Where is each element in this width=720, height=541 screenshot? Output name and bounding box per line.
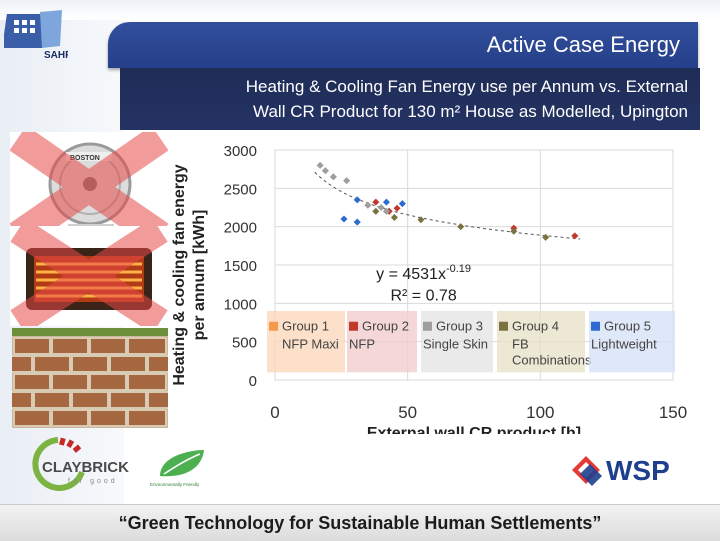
y-tick-label: 0 [249, 373, 257, 390]
subtitle-line-2: Wall CR Product for 130 m² House as Mode… [253, 102, 688, 121]
sahf-logo: SAHF [4, 10, 68, 60]
top-decor-band [0, 0, 720, 20]
legend-swatch-5 [591, 321, 600, 331]
legend-group-label: Group 4 [512, 319, 559, 334]
footer-band: “Green Technology for Sustainable Human … [0, 504, 720, 541]
legend-desc-label: Single Skin [423, 337, 488, 352]
legend-swatch-2 [349, 321, 358, 331]
claybrick-wordmark: CLAYBRICK [42, 459, 129, 476]
data-point [340, 215, 348, 223]
wsp-wordmark: WSP [606, 455, 670, 486]
data-point [510, 227, 518, 235]
fan-brand-label: BOSTON [70, 155, 100, 162]
energy-scatter-chart: 0 500 1000 1500 2000 2500 3000 0 50 100 150 Group 1… [171, 143, 687, 434]
page-title: Active Case Energy [486, 32, 680, 57]
legend-box-2 [347, 311, 417, 373]
legend-swatch-4 [499, 321, 508, 331]
header-bar: Active Case Energy [108, 22, 698, 68]
legend-group-label: Group 5 [604, 319, 651, 334]
data-point [377, 203, 385, 212]
sahf-logo-text: SAHF [44, 50, 68, 60]
data-point [457, 223, 465, 231]
footer-tagline: “Green Technology for Sustainable Human … [118, 513, 602, 533]
chart-subtitle: Heating & Cooling Fan Energy use per Ann… [246, 74, 688, 124]
data-point [382, 207, 390, 215]
y-axis-label-line-2: per annum [kWh] [191, 210, 208, 341]
legend-box-5 [589, 311, 675, 373]
legend-desc-label: NFP Maxi [282, 337, 339, 352]
legend-swatch-1 [269, 321, 278, 331]
fan-photo-crossed: BOSTON [10, 132, 168, 242]
subtitle-line-1: Heating & Cooling Fan Energy use per Ann… [245, 77, 688, 96]
data-point [417, 216, 425, 224]
data-point [390, 213, 398, 222]
legend-desc-label: NFP [349, 337, 375, 352]
data-point [382, 198, 390, 206]
data-point [571, 232, 579, 240]
data-point [372, 198, 380, 206]
wsp-logo: WSP [572, 455, 670, 486]
x-tick-label: 0 [270, 403, 279, 422]
data-point [321, 167, 329, 175]
legend-group-label: Group 3 [436, 319, 483, 334]
legend-group-label: Group 2 [362, 319, 409, 334]
legend-box-3 [421, 311, 493, 373]
trendline-r2: R² = 0.78 [390, 287, 456, 304]
legend-desc-label: FB [512, 337, 529, 352]
subtitle-bar: Heating & Cooling Fan Energy use per Ann… [120, 68, 700, 130]
brick-wall-photo [12, 328, 168, 428]
x-axis-label: External wall CR product [h] [367, 425, 581, 434]
trendline-equation: y = 4531x-0.19 [376, 263, 471, 283]
y-tick-label: 1000 [224, 296, 257, 313]
y-axis-label-line-1: Heating & cooling fan energy [171, 164, 188, 385]
claybrick-logo: CLAYBRICK for good [32, 437, 129, 491]
y-tick-label: 2500 [224, 181, 257, 198]
data-point [364, 201, 372, 209]
legend-group-label: Group 1 [282, 319, 329, 334]
y-tick-label: 2000 [224, 220, 257, 237]
data-point [353, 218, 361, 226]
eco-leaf-logo: Environmentally Friendly [150, 450, 204, 487]
x-tick-label: 100 [526, 403, 554, 422]
claybrick-tagline: for good [68, 478, 118, 485]
y-tick-label: 500 [232, 335, 257, 352]
x-tick-label: 150 [659, 403, 687, 422]
heater-photo-crossed [10, 226, 168, 326]
y-tick-label: 3000 [224, 143, 257, 160]
legend-desc-label: Lightweight [591, 337, 657, 352]
legend-box-4 [497, 311, 585, 373]
eco-logo-text: Environmentally Friendly [150, 482, 200, 487]
power-trendline [314, 171, 581, 240]
x-tick-label: 50 [398, 403, 417, 422]
legend-box-1 [267, 311, 345, 373]
data-point [542, 233, 550, 241]
y-tick-label: 1500 [224, 258, 257, 275]
data-point [372, 207, 380, 215]
legend-swatch-3 [423, 321, 432, 331]
legend-desc-label: Combinations [512, 353, 592, 368]
